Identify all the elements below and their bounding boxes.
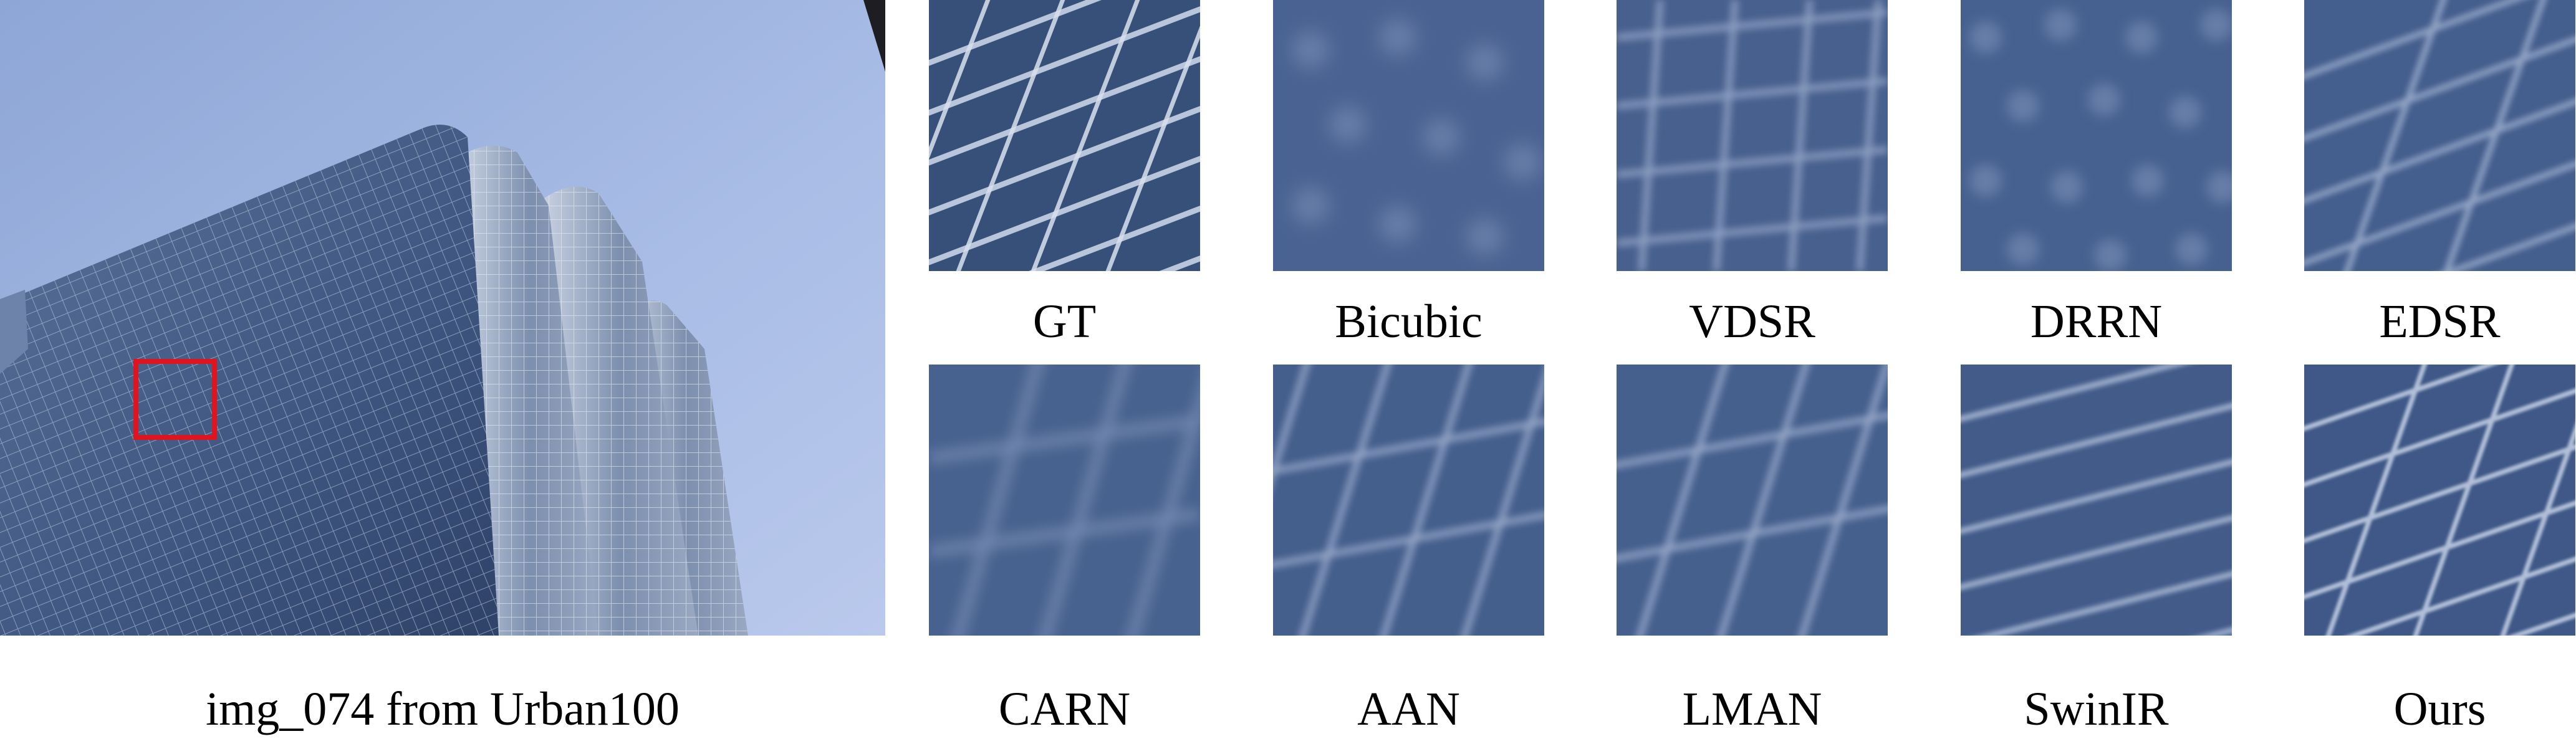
crop-ours-label: Ours — [2393, 683, 2486, 735]
crop-lman-label: LMAN — [1682, 683, 1822, 735]
crop-lman-image — [1617, 365, 1888, 636]
crop-swinir-label: SwinIR — [2024, 683, 2169, 735]
crop-gt-label: GT — [1032, 295, 1097, 348]
crop-drrn-image — [1961, 0, 2232, 271]
crop-region-box — [133, 359, 217, 440]
crop-bicubic-image — [1273, 0, 1544, 271]
crop-vdsr-label: VDSR — [1689, 295, 1815, 348]
crop-carn-image — [929, 365, 1200, 636]
crop-edsr-label: EDSR — [2379, 295, 2501, 348]
crop-aan-label: AAN — [1357, 683, 1460, 735]
crop-bicubic-label: Bicubic — [1335, 295, 1483, 348]
main-image-caption: img_074 from Urban100 — [206, 683, 680, 735]
crop-carn-label: CARN — [998, 683, 1131, 735]
crop-ours-image — [2304, 365, 2575, 636]
crop-edsr-image — [2304, 0, 2575, 271]
crop-gt-image — [929, 0, 1200, 271]
main-scene-image — [0, 0, 885, 636]
crop-vdsr-image — [1617, 0, 1888, 271]
crop-aan-image — [1273, 365, 1544, 636]
crop-swinir-image — [1961, 365, 2232, 636]
crop-drrn-label: DRRN — [2030, 295, 2163, 348]
